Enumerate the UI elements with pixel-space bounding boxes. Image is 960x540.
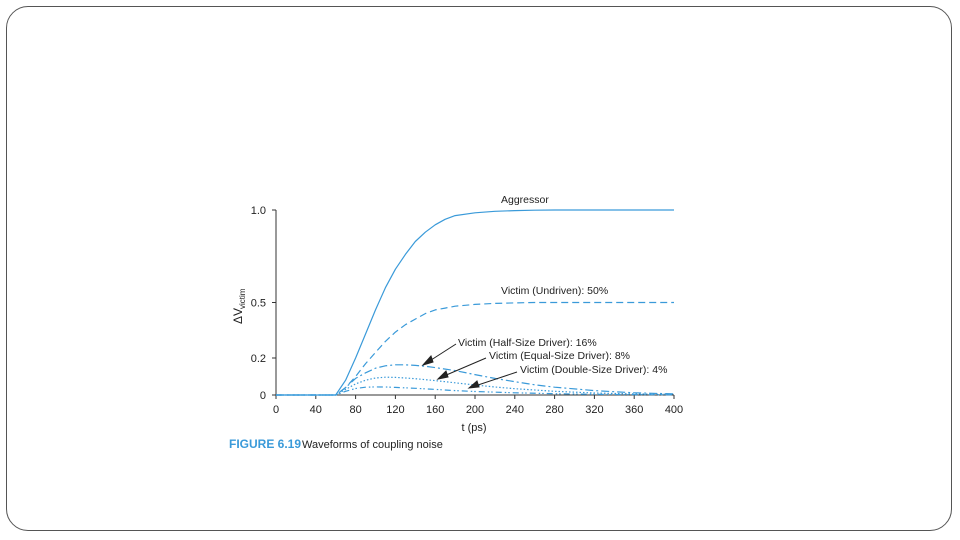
label-victim-half-size: Victim (Half-Size Driver): 16% bbox=[458, 337, 597, 349]
x-tick-label-400: 400 bbox=[665, 404, 683, 416]
x-tick-label-40: 40 bbox=[310, 404, 322, 416]
x-tick-label-80: 80 bbox=[349, 404, 361, 416]
arrow-head-double-size bbox=[467, 380, 480, 389]
x-tick-label-240: 240 bbox=[506, 404, 524, 416]
arrow-head-equal-size bbox=[436, 370, 449, 380]
y-axis-label: ΔV victim bbox=[231, 288, 247, 324]
x-tick-label-280: 280 bbox=[545, 404, 563, 416]
y-tick-label-0.2: 0.2 bbox=[251, 353, 266, 365]
figure-caption: Waveforms of coupling noise bbox=[302, 439, 443, 451]
x-tick-label-200: 200 bbox=[466, 404, 484, 416]
y-tick-label-0: 0 bbox=[260, 390, 266, 402]
label-victim-double-size: Victim (Double-Size Driver): 4% bbox=[520, 364, 667, 376]
x-tick-label-0: 0 bbox=[273, 404, 279, 416]
slide-frame bbox=[6, 6, 952, 531]
series-line-victim-double-size-driver bbox=[276, 386, 675, 396]
arrow-equal-size bbox=[443, 357, 487, 377]
figure-number: FIGURE 6.19 bbox=[229, 437, 301, 451]
y-axis-label-sub: victim bbox=[238, 288, 247, 309]
x-axis-label: t (ps) bbox=[461, 422, 486, 434]
x-tick-label-120: 120 bbox=[386, 404, 404, 416]
y-tick-label-1.0: 1.0 bbox=[251, 205, 266, 217]
arrow-double-size bbox=[474, 371, 518, 387]
annotations: Aggressor Victim (Undriven): 50% Victim … bbox=[421, 194, 667, 389]
series-group bbox=[276, 209, 675, 396]
ticks: 0 40 80 120 160 200 240 280 320 360 400 0 0.2 0.5 1.0 bbox=[251, 205, 683, 416]
series-line-aggressor bbox=[276, 209, 674, 396]
arrow-half-size bbox=[427, 343, 457, 363]
y-tick-label-0.5: 0.5 bbox=[251, 298, 266, 310]
y-axis-label-main: ΔV bbox=[231, 308, 245, 324]
label-victim-equal-size: Victim (Equal-Size Driver): 8% bbox=[489, 350, 630, 362]
x-tick-label-320: 320 bbox=[585, 404, 603, 416]
x-tick-label-160: 160 bbox=[426, 404, 444, 416]
annotation-arrows bbox=[421, 343, 518, 389]
series-line-victim-undriven bbox=[276, 301, 674, 396]
arrow-head-half-size bbox=[421, 355, 434, 366]
x-tick-label-360: 360 bbox=[625, 404, 643, 416]
label-victim-undriven: Victim (Undriven): 50% bbox=[501, 285, 608, 297]
label-aggressor: Aggressor bbox=[501, 194, 549, 206]
